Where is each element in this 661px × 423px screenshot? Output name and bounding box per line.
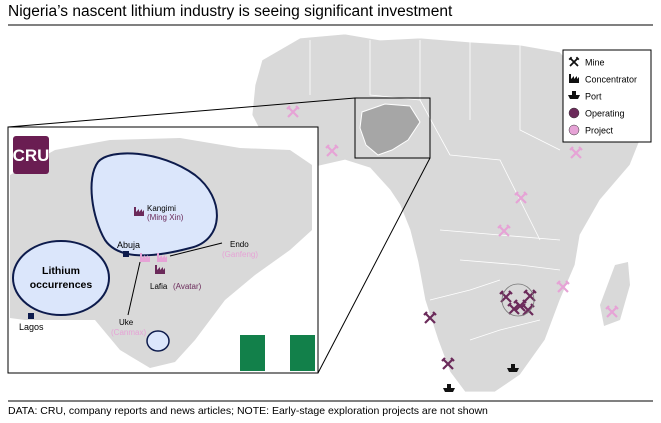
zoom-line — [7, 97, 356, 128]
legend-label: Project — [585, 126, 614, 136]
legend-label: Operating — [585, 109, 625, 119]
logo-text: CRU — [13, 146, 50, 165]
region-west — [12, 240, 110, 316]
zoom-line — [317, 157, 431, 374]
flag-stripe — [290, 335, 315, 371]
concentrator-icon — [155, 265, 165, 274]
site-icons — [286, 105, 619, 392]
place-name: Lagos — [19, 322, 44, 332]
zoom-box — [354, 97, 431, 159]
place-name: Abuja — [117, 240, 140, 250]
mine-shape — [568, 56, 580, 67]
mine-shape — [423, 311, 437, 324]
mine-icon — [514, 191, 528, 204]
legend-label: Port — [585, 92, 602, 102]
mine-shape — [325, 144, 339, 157]
legend-swatch — [568, 124, 580, 136]
mine-icon — [499, 290, 513, 303]
mine-shape — [514, 191, 528, 204]
mine-shape — [286, 105, 300, 118]
port-icon — [507, 364, 519, 372]
africa — [251, 33, 641, 393]
madagascar — [600, 262, 630, 326]
mine-shape — [497, 224, 511, 237]
place-company: (Ganfeng) — [222, 250, 258, 259]
port-icon — [568, 91, 580, 99]
place-name: Kangimi — [147, 204, 176, 213]
mine-shape — [507, 302, 521, 315]
region-north — [90, 152, 218, 257]
mine-icon — [286, 105, 300, 118]
mine-icon — [507, 302, 521, 315]
mine-shape — [521, 303, 535, 316]
mine-shape — [441, 357, 455, 370]
place-name: Lafia — [150, 282, 168, 291]
mine-icon — [521, 303, 535, 316]
flag-stripe — [240, 335, 265, 371]
place-name: Uke — [119, 318, 134, 327]
mine-icon — [441, 357, 455, 370]
concentrator-icon — [157, 253, 167, 262]
mine-icon — [523, 289, 537, 302]
place-company: (Ming Xin) — [147, 213, 184, 222]
mine-shape — [569, 146, 583, 159]
mine-shape — [499, 290, 513, 303]
operating-zone — [501, 283, 535, 317]
region-label: occurrences — [30, 279, 93, 291]
title: Nigeria’s nascent lithium industry is se… — [8, 3, 453, 20]
mine-shape — [605, 305, 619, 318]
leader — [169, 242, 223, 257]
city-marker — [28, 313, 34, 319]
place-company: (Canmax) — [111, 328, 146, 337]
place-company: (Avatar) — [173, 282, 202, 291]
concentrator-icon — [140, 253, 150, 262]
mine-icon — [423, 311, 437, 324]
logo — [13, 136, 49, 174]
inset-icons — [134, 207, 167, 274]
footnote: DATA: CRU, company reports and news arti… — [8, 405, 488, 417]
leader — [127, 261, 141, 316]
nigeria-shape — [359, 103, 421, 156]
region-label: Lithium — [42, 265, 80, 277]
mine-icon — [325, 144, 339, 157]
legend: Mine Concentrator Port Operating Project — [568, 56, 637, 136]
legend-label: Concentrator — [585, 75, 637, 85]
mine-icon — [556, 280, 570, 293]
legend-label: Mine — [585, 58, 605, 68]
city-marker — [123, 251, 129, 257]
concentrator-icon — [134, 207, 144, 216]
mine-icon — [497, 224, 511, 237]
place-name: Endo — [230, 240, 249, 249]
mine-icon — [605, 305, 619, 318]
port-icon — [443, 384, 455, 392]
region-south — [146, 330, 170, 352]
mine-icon — [568, 56, 580, 67]
mine-shape — [523, 289, 537, 302]
mine-icon — [569, 146, 583, 159]
mine-shape — [556, 280, 570, 293]
legend-swatch — [568, 107, 580, 119]
concentrator-icon — [569, 74, 579, 83]
